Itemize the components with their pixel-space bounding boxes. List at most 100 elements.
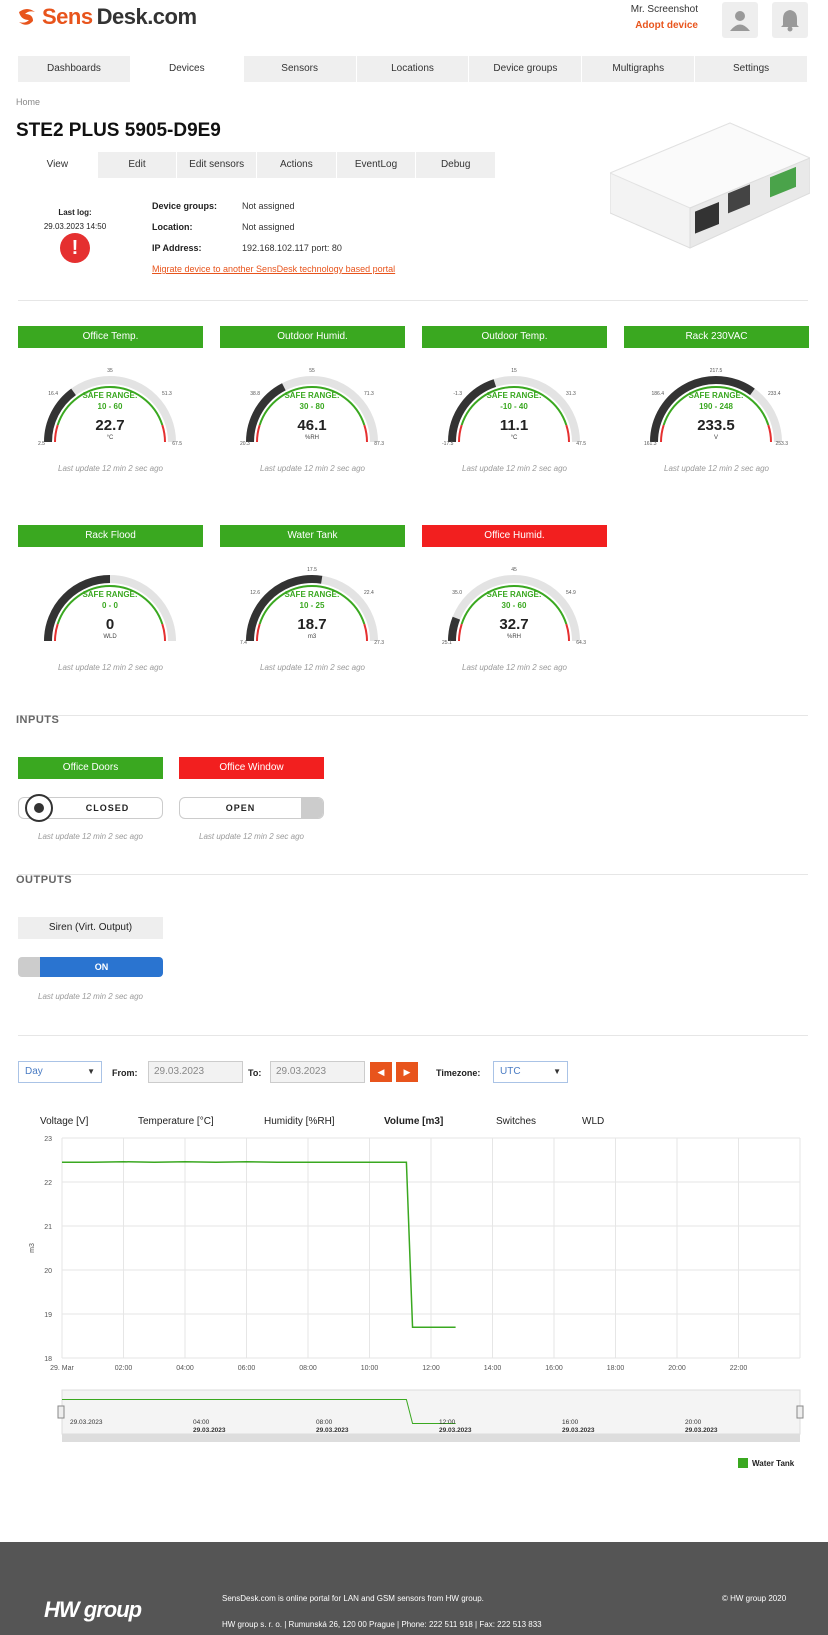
tab-debug[interactable]: Debug [416, 152, 497, 178]
chart-tab-voltage[interactable]: Voltage [V] [40, 1116, 89, 1127]
switch-knob [25, 794, 53, 822]
tab-dashboards[interactable]: Dashboards [18, 56, 131, 82]
gauge-tick-label: -1.3 [453, 391, 462, 397]
sensor-header-6[interactable]: Office Humid. [422, 525, 607, 547]
safe-range-label: SAFE RANGE: [284, 391, 339, 400]
update-text: Last update 12 min 2 sec ago [462, 663, 567, 672]
chart-tab-switches[interactable]: Switches [496, 1116, 537, 1127]
x-tick-label: 02:00 [115, 1365, 133, 1372]
office-window-switch: OPEN [179, 797, 324, 819]
volume-chart: 23 22 21 20 19 18 29. Mar 02:00 04:00 06:00 08:00 1… [29, 1136, 804, 1442]
to-date-input[interactable]: 29.03.2023 [270, 1061, 365, 1083]
navigator-time-label: 29.03.2023 [70, 1419, 103, 1426]
tab-locations[interactable]: Locations [357, 56, 470, 82]
sensor-header-2[interactable]: Outdoor Temp. [422, 326, 607, 348]
tab-device-groups[interactable]: Device groups [469, 56, 583, 82]
chart-tab-humidity[interactable]: Humidity [%RH] [264, 1116, 335, 1127]
sensor-header-5[interactable]: Water Tank [220, 525, 405, 547]
x-tick-label: 20:00 [668, 1365, 686, 1372]
ip-label: IP Address: [152, 243, 202, 253]
user-button[interactable] [722, 2, 758, 38]
device-groups-label: Device groups: [152, 201, 218, 211]
period-value: Day [25, 1066, 43, 1077]
safe-range-value: 10 - 60 [98, 402, 123, 411]
tab-actions[interactable]: Actions [257, 152, 337, 178]
input-office-doors[interactable]: Office Doors [18, 757, 163, 779]
device-groups-value: Not assigned [242, 201, 295, 211]
x-tick-label: 10:00 [361, 1365, 379, 1372]
navigator[interactable] [61, 1389, 801, 1435]
sensor-unit: m3 [308, 634, 317, 640]
user-icon [730, 11, 750, 31]
chart-tab-volume[interactable]: Volume [m3] [384, 1116, 444, 1127]
timezone-select[interactable]: UTC ▼ [493, 1061, 568, 1083]
sensor-header-3[interactable]: Rack 230VAC [624, 326, 809, 348]
scrollbar[interactable] [62, 1434, 800, 1442]
navigator-handle-left[interactable] [57, 1405, 65, 1419]
migrate-link[interactable]: Migrate device to another SensDesk techn… [152, 264, 396, 274]
sensor-value: 0 [106, 616, 114, 633]
logo[interactable]: Sens Desk.com [16, 4, 197, 30]
gauge-tick-label: 38.8 [250, 391, 260, 397]
tab-sensors[interactable]: Sensors [244, 56, 357, 82]
gauge-tick-label: 35.0 [452, 590, 462, 596]
gauge-tick-label: 51.3 [162, 391, 172, 397]
x-tick-label: 06:00 [238, 1365, 256, 1372]
adopt-device-link[interactable]: Adopt device [635, 20, 698, 31]
navigator-series [62, 1398, 456, 1425]
gauge-tick-label: 87.3 [374, 441, 384, 447]
notifications-button[interactable] [772, 2, 808, 38]
prev-button[interactable]: ◀ [370, 1062, 392, 1082]
safe-range-value: 30 - 60 [502, 601, 527, 610]
logo-icon [19, 9, 35, 25]
safe-range-value: 10 - 25 [300, 601, 325, 610]
tab-edit[interactable]: Edit [98, 152, 178, 178]
navigator-handle-right[interactable] [796, 1405, 804, 1419]
siren-toggle[interactable]: ON [18, 957, 163, 977]
safe-range-label: SAFE RANGE: [284, 590, 339, 599]
outputs-title: OUTPUTS [16, 874, 73, 886]
chevron-down-icon: ▼ [553, 1067, 561, 1076]
tab-edit-sensors[interactable]: Edit sensors [177, 152, 258, 178]
chart-tab-wld[interactable]: WLD [582, 1116, 605, 1127]
from-date-input[interactable]: 29.03.2023 [148, 1061, 243, 1083]
update-text: Last update 12 min 2 sec ago [38, 992, 143, 1001]
tab-devices[interactable]: Devices [130, 56, 244, 82]
update-text: Last update 12 min 2 sec ago [58, 464, 163, 473]
logo-text-a: Sens [42, 4, 93, 29]
gauge-tick-label: -17.5 [442, 441, 454, 447]
navigator-date-label: 29.03.2023 [193, 1427, 226, 1434]
sensor-header-0[interactable]: Office Temp. [18, 326, 203, 348]
footer-copyright[interactable]: © HW group 2020 [722, 1594, 787, 1603]
user-name[interactable]: Mr. Screenshot [630, 4, 698, 15]
sensor-value: 22.7 [95, 417, 124, 434]
gauge-tick-label: 71.3 [364, 391, 374, 397]
tab-settings[interactable]: Settings [695, 56, 809, 82]
breadcrumb[interactable]: Home [16, 97, 41, 107]
tab-view[interactable]: View [18, 152, 98, 178]
chart-legend[interactable]: Water Tank [738, 1458, 794, 1468]
from-label: From: [112, 1068, 138, 1078]
gauge-tick-label: 47.5 [576, 441, 586, 447]
next-button[interactable]: ▶ [396, 1062, 418, 1082]
sensor-header-1[interactable]: Outdoor Humid. [220, 326, 405, 348]
sensor-unit: °C [511, 435, 518, 441]
x-tick-label: 12:00 [422, 1365, 440, 1372]
sensor-header-4[interactable]: Rack Flood [18, 525, 203, 547]
gauge-tick-label: 64.3 [576, 640, 586, 646]
tab-multigraphs[interactable]: Multigraphs [582, 56, 696, 82]
safe-range-value: -10 - 40 [500, 402, 528, 411]
chart-tab-temperature[interactable]: Temperature [°C] [138, 1116, 214, 1127]
tab-eventlog[interactable]: EventLog [337, 152, 417, 178]
siren-state: ON [40, 957, 163, 977]
gauge-level [246, 575, 323, 642]
navigator-date-label: 29.03.2023 [439, 1427, 472, 1434]
divider [18, 874, 808, 875]
alert-icon: ! [60, 233, 90, 263]
period-select[interactable]: Day ▼ [18, 1061, 102, 1083]
input-office-window[interactable]: Office Window [179, 757, 324, 779]
navigator-date-label: 29.03.2023 [685, 1427, 718, 1434]
divider [18, 1035, 808, 1036]
footer-text-2: HW group s. r. o. | Rumunská 26, 120 00 … [222, 1620, 542, 1629]
gauge-tick-label: 25.1 [442, 640, 452, 646]
